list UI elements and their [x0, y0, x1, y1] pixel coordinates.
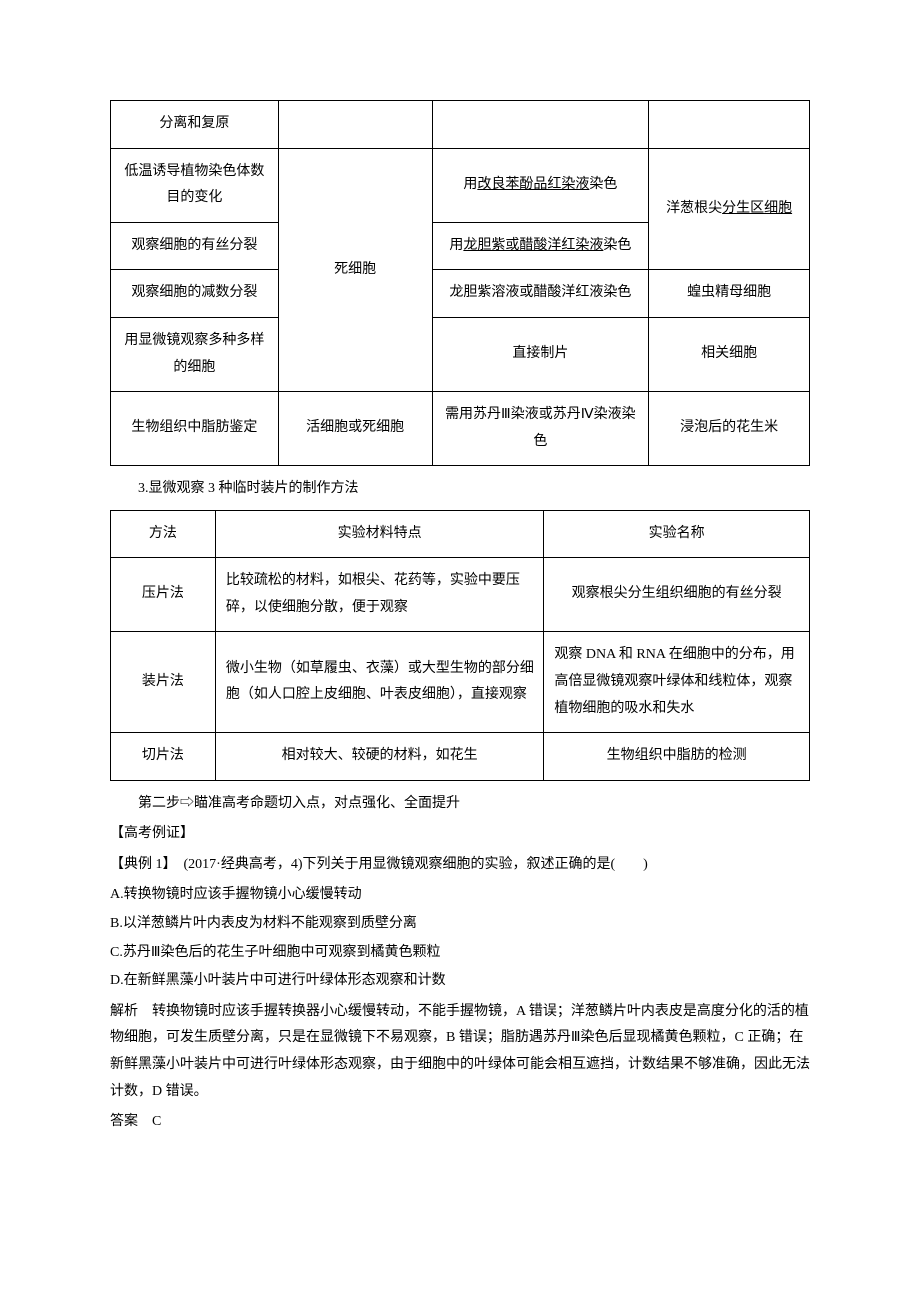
table-header-row: 方法 实验材料特点 实验名称 [111, 510, 810, 558]
option-a: A.转换物镜时应该手握物镜小心缓慢转动 [110, 882, 810, 909]
cell-method: 装片法 [111, 632, 216, 733]
cell-empty [649, 101, 810, 149]
cell-empty [432, 101, 649, 149]
option-d: D.在新鲜黑藻小叶装片中可进行叶绿体形态观察和计数 [110, 968, 810, 995]
cell-exp-name: 观察细胞的减数分裂 [111, 270, 279, 318]
header-material: 实验材料特点 [215, 510, 544, 558]
table-row: 装片法 微小生物（如草履虫、衣藻）或大型生物的部分细胞（如人口腔上皮细胞、叶表皮… [111, 632, 810, 733]
step2-text: 第二步⇨瞄准高考命题切入点，对点强化、全面提升 [110, 791, 810, 818]
cell-material: 浸泡后的花生米 [649, 392, 810, 466]
text: 用 [463, 177, 477, 192]
text: 染色 [589, 177, 617, 192]
cell-material: 比较疏松的材料，如根尖、花药等，实验中要压碎，以使细胞分散，便于观察 [215, 558, 544, 632]
cell-exp-name: 低温诱导植物染色体数目的变化 [111, 148, 279, 222]
cell-stain: 龙胆紫溶液或醋酸洋红液染色 [432, 270, 649, 318]
cell-stain: 用龙胆紫或醋酸洋红染液染色 [432, 222, 649, 270]
table-row: 观察细胞的减数分裂 龙胆紫溶液或醋酸洋红液染色 蝗虫精母细胞 [111, 270, 810, 318]
text-underline: 龙胆紫或醋酸洋红染液 [463, 238, 603, 253]
cell-exp-name: 观察细胞的有丝分裂 [111, 222, 279, 270]
cell-exp-name: 用显微镜观察多种多样的细胞 [111, 317, 279, 391]
text: 染色 [603, 238, 631, 253]
cell-material: 蝗虫精母细胞 [649, 270, 810, 318]
cell-method: 压片法 [111, 558, 216, 632]
table-row: 低温诱导植物染色体数目的变化 死细胞 用改良苯酚品红染液染色 洋葱根尖分生区细胞 [111, 148, 810, 222]
option-c: C.苏丹Ⅲ染色后的花生子叶细胞中可观察到橘黄色颗粒 [110, 940, 810, 967]
cell-stain: 直接制片 [432, 317, 649, 391]
cell-material: 洋葱根尖分生区细胞 [649, 148, 810, 270]
option-b: B.以洋葱鳞片叶内表皮为材料不能观察到质壁分离 [110, 911, 810, 938]
table-row: 切片法 相对较大、较硬的材料，如花生 生物组织中脂肪的检测 [111, 733, 810, 781]
cell-exp: 生物组织中脂肪的检测 [544, 733, 810, 781]
explanation: 解析 转换物镜时应该手握转换器小心缓慢转动，不能手握物镜，A 错误；洋葱鳞片叶内… [110, 999, 810, 1105]
table-row: 生物组织中脂肪鉴定 活细胞或死细胞 需用苏丹Ⅲ染液或苏丹Ⅳ染液染色 浸泡后的花生… [111, 392, 810, 466]
table-row: 分离和复原 [111, 101, 810, 149]
cell-material: 相对较大、较硬的材料，如花生 [215, 733, 544, 781]
cell-stain: 需用苏丹Ⅲ染液或苏丹Ⅳ染液染色 [432, 392, 649, 466]
header-exp: 实验名称 [544, 510, 810, 558]
text-underline: 改良苯酚品红染液 [477, 177, 589, 192]
cell-material: 相关细胞 [649, 317, 810, 391]
question-stem: 【典例 1】 (2017·经典高考，4)下列关于用显微镜观察细胞的实验，叙述正确… [110, 852, 810, 879]
answer: 答案 C [110, 1109, 810, 1136]
text: 洋葱根尖 [666, 201, 722, 216]
table-slide-methods: 方法 实验材料特点 实验名称 压片法 比较疏松的材料，如根尖、花药等，实验中要压… [110, 510, 810, 781]
table-row: 压片法 比较疏松的材料，如根尖、花药等，实验中要压碎，以使细胞分散，便于观察 观… [111, 558, 810, 632]
header-method: 方法 [111, 510, 216, 558]
cell-method: 切片法 [111, 733, 216, 781]
cell-exp-name: 分离和复原 [111, 101, 279, 149]
table-row: 用显微镜观察多种多样的细胞 直接制片 相关细胞 [111, 317, 810, 391]
cell-material: 微小生物（如草履虫、衣藻）或大型生物的部分细胞（如人口腔上皮细胞、叶表皮细胞），… [215, 632, 544, 733]
text-underline: 分生区细胞 [722, 201, 792, 216]
section-title-3: 3.显微观察 3 种临时装片的制作方法 [110, 476, 810, 501]
cell-exp: 观察根尖分生组织细胞的有丝分裂 [544, 558, 810, 632]
cell-stain: 用改良苯酚品红染液染色 [432, 148, 649, 222]
exam-proof-label: 【高考例证】 [110, 821, 810, 848]
cell-exp-name: 生物组织中脂肪鉴定 [111, 392, 279, 466]
cell-dead-cell: 死细胞 [278, 148, 432, 392]
cell-empty [278, 101, 432, 149]
text: 用 [449, 238, 463, 253]
cell-exp: 观察 DNA 和 RNA 在细胞中的分布，用高倍显微镜观察叶绿体和线粒体，观察植… [544, 632, 810, 733]
cell-state: 活细胞或死细胞 [278, 392, 432, 466]
table-observation-experiments: 分离和复原 低温诱导植物染色体数目的变化 死细胞 用改良苯酚品红染液染色 洋葱根… [110, 100, 810, 466]
